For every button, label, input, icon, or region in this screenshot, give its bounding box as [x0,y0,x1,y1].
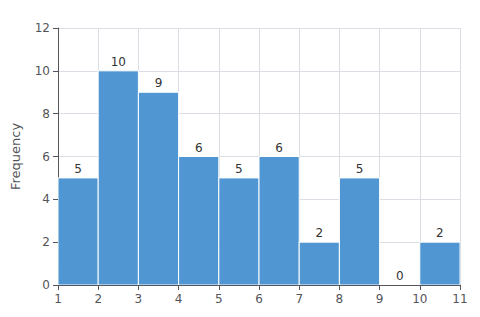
svg-text:2: 2 [94,292,102,306]
svg-text:0: 0 [42,278,50,292]
svg-text:7: 7 [295,292,303,306]
svg-text:5: 5 [215,292,223,306]
svg-text:9: 9 [155,76,163,90]
svg-text:10: 10 [35,64,50,78]
svg-text:2: 2 [42,235,50,249]
svg-text:5: 5 [235,162,243,176]
svg-text:5: 5 [74,162,82,176]
svg-text:6: 6 [195,141,203,155]
svg-text:10: 10 [111,55,126,69]
svg-text:11: 11 [452,292,467,306]
svg-text:6: 6 [42,150,50,164]
svg-text:0: 0 [396,269,404,283]
svg-text:2: 2 [436,226,444,240]
svg-text:Frequency: Frequency [8,123,23,190]
svg-text:6: 6 [255,292,263,306]
svg-text:1: 1 [54,292,62,306]
svg-text:8: 8 [336,292,344,306]
svg-text:6: 6 [275,141,283,155]
svg-text:8: 8 [42,107,50,121]
svg-text:12: 12 [35,21,50,35]
svg-text:4: 4 [42,192,50,206]
svg-text:5: 5 [356,162,364,176]
svg-text:10: 10 [412,292,427,306]
svg-text:9: 9 [376,292,384,306]
svg-text:4: 4 [175,292,183,306]
svg-text:2: 2 [315,226,323,240]
svg-text:3: 3 [135,292,143,306]
